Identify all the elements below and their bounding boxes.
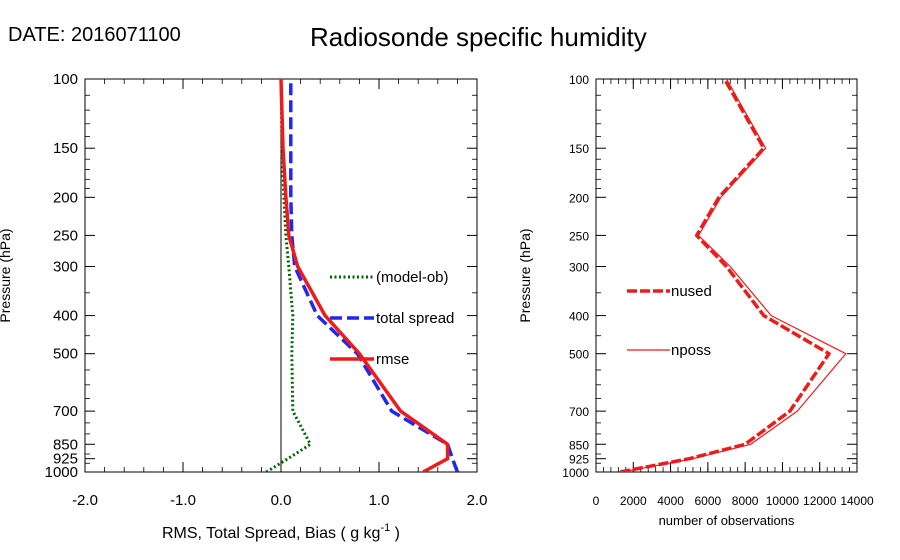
x-axis-label-end: ) [390, 525, 400, 542]
x-tick-label: 6000 [695, 494, 722, 508]
series-line-nused [619, 79, 831, 472]
x-tick-label: 12000 [803, 494, 837, 508]
y-tick-label: 400 [569, 310, 589, 324]
y-tick-label: 150 [569, 142, 589, 156]
y-axis-label: Pressure (hPa) [517, 228, 533, 322]
y-tick-label: 500 [569, 348, 589, 362]
y-tick-label: 100 [53, 71, 78, 88]
plot-frame [595, 78, 858, 473]
x-axis-label-2: number of observations [659, 513, 795, 528]
x-tick-label: 4000 [657, 494, 684, 508]
y-tick-label: 150 [53, 140, 78, 157]
y-tick-label: 200 [53, 189, 78, 206]
y-tick-label: 500 [53, 346, 78, 363]
x-tick-label: 8000 [732, 494, 759, 508]
x-axis-label-main: RMS, Total Spread, Bias ( g kg [162, 525, 380, 542]
x-tick-label: 0 [593, 494, 600, 508]
legend-label-1: (model-ob) [376, 269, 449, 286]
y-tick-label: 300 [53, 259, 78, 276]
x-axis-label: RMS, Total Spread, Bias ( g kg-1 ) [162, 522, 400, 542]
y-tick-label: 1000 [562, 466, 589, 480]
y-tick-label: 200 [569, 191, 589, 205]
date-value: 2016071100 [70, 24, 181, 46]
chart-title: Radiosonde specific humidity [310, 22, 647, 52]
y-tick-label: 400 [53, 308, 78, 325]
legend-label-2: total spread [376, 310, 454, 327]
date-label: DATE: 2016071100 [8, 24, 181, 47]
y-tick-label: 250 [569, 229, 589, 243]
y-tick-label: 700 [53, 403, 78, 420]
x-tick-label: 0.0 [271, 492, 292, 509]
legend-label-nused: nused [671, 283, 712, 300]
x-tick-label: -2.0 [72, 492, 98, 509]
y-tick-label: 850 [53, 436, 78, 453]
series-line-rmse [279, 79, 450, 472]
x-tick-label: 2000 [620, 494, 647, 508]
y-tick-label: 700 [569, 405, 589, 419]
y-tick-label: 925 [53, 451, 78, 468]
date-label-text: DATE: [8, 24, 66, 46]
x-tick-label: 1.0 [369, 492, 390, 509]
legend-label-nposs: nposs [671, 342, 711, 359]
y-tick-label: 850 [569, 438, 589, 452]
y-tick-label: 300 [569, 261, 589, 275]
y-tick-label: 250 [53, 227, 78, 244]
x-tick-label: -1.0 [170, 492, 196, 509]
x-tick-label: 10000 [766, 494, 800, 508]
legend-label-3: rmse [376, 351, 409, 368]
y-tick-label: 100 [569, 73, 589, 87]
x-tick-label: 14000 [840, 494, 874, 508]
x-tick-label: 2.0 [467, 492, 488, 509]
y-tick-label: 1000 [45, 464, 78, 481]
y-tick-label: 925 [569, 453, 589, 467]
series-line-nposs [621, 79, 847, 472]
y-axis-label: Pressure (hPa) [0, 228, 13, 322]
x-axis-label-sup: -1 [380, 522, 390, 534]
